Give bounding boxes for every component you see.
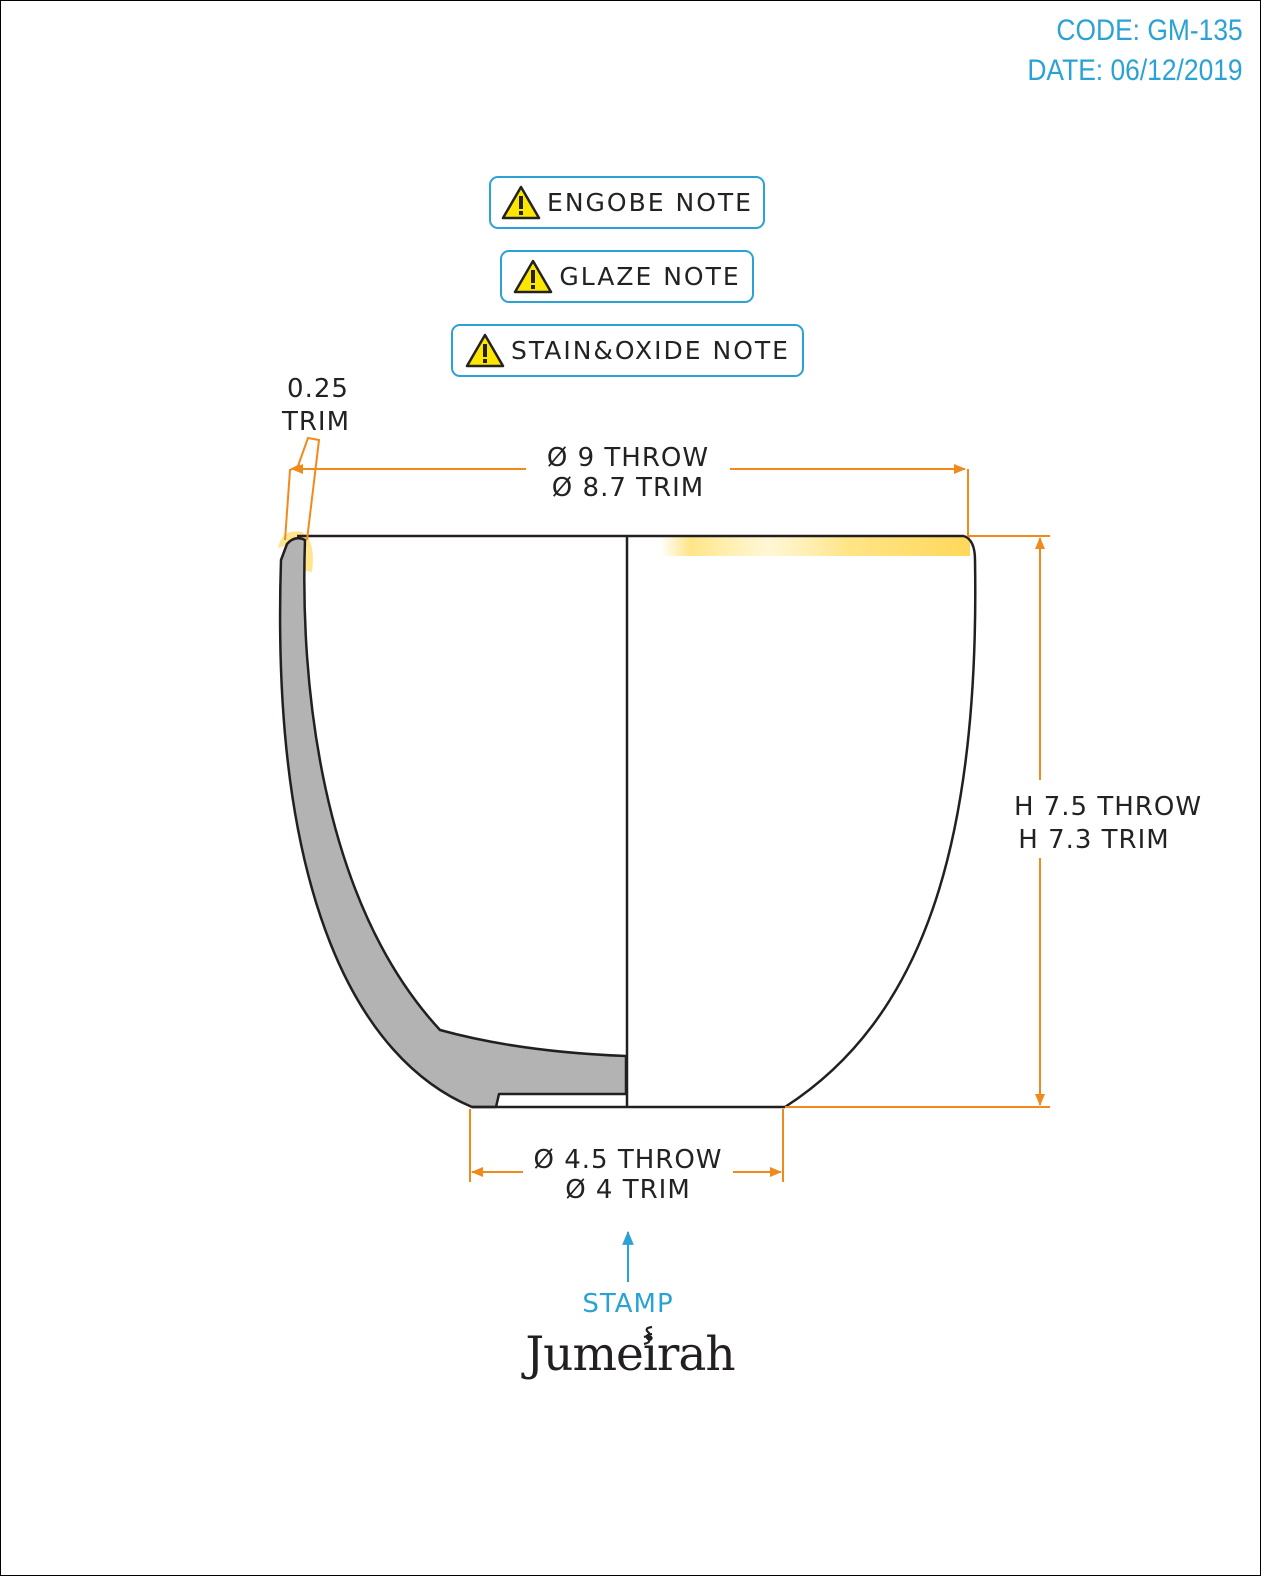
wall-cross-section (278, 536, 628, 1109)
date-line: DATE: 06/12/2019 (1028, 54, 1243, 88)
top-diameter-throw: Ø 9 THROW (547, 443, 709, 473)
jumeirah-logo: Jumeirah (525, 1327, 735, 1382)
lip-trim-extension-left (284, 464, 301, 541)
lip-trim-extension-right (297, 436, 321, 541)
stamp-label: STAMP (582, 1289, 673, 1319)
base-diameter-trim: Ø 4 TRIM (565, 1175, 691, 1205)
engobe-note-label: ENGOBE NOTE (547, 188, 753, 217)
rim-glaze-highlight (660, 536, 970, 556)
lip-trim-label: TRIM (281, 407, 350, 437)
warning-icon (465, 333, 505, 367)
code-line: CODE: GM-135 (1057, 14, 1243, 48)
base-dim-label-bg (523, 1140, 733, 1208)
top-diameter-trim: Ø 8.7 TRIM (552, 473, 704, 503)
top-dim-label-bg (526, 436, 730, 506)
height-label-bg (1002, 780, 1206, 858)
height-throw: H 7.5 THROW (1014, 792, 1202, 822)
height-trim: H 7.3 TRIM (1018, 825, 1169, 855)
outer-profile (784, 534, 977, 1109)
warning-icon (501, 185, 541, 219)
date-value: 06/12/2019 (1110, 54, 1243, 87)
code-value: GM-135 (1147, 14, 1243, 47)
stain-oxide-note-label: STAIN&OXIDE NOTE (511, 336, 790, 365)
glaze-note-label: GLAZE NOTE (559, 262, 741, 291)
lip-trim-value: 0.25 (287, 374, 349, 404)
glaze-note-button[interactable]: GLAZE NOTE (500, 250, 754, 303)
logo-wave-mark-icon (643, 1325, 653, 1346)
date-label: DATE: (1027, 54, 1104, 87)
engobe-note-button[interactable]: ENGOBE NOTE (489, 176, 765, 229)
code-label: CODE: (1056, 14, 1141, 47)
warning-icon (514, 259, 553, 293)
stain-oxide-note-button[interactable]: STAIN&OXIDE NOTE (451, 324, 804, 377)
base-diameter-throw: Ø 4.5 THROW (533, 1145, 722, 1175)
